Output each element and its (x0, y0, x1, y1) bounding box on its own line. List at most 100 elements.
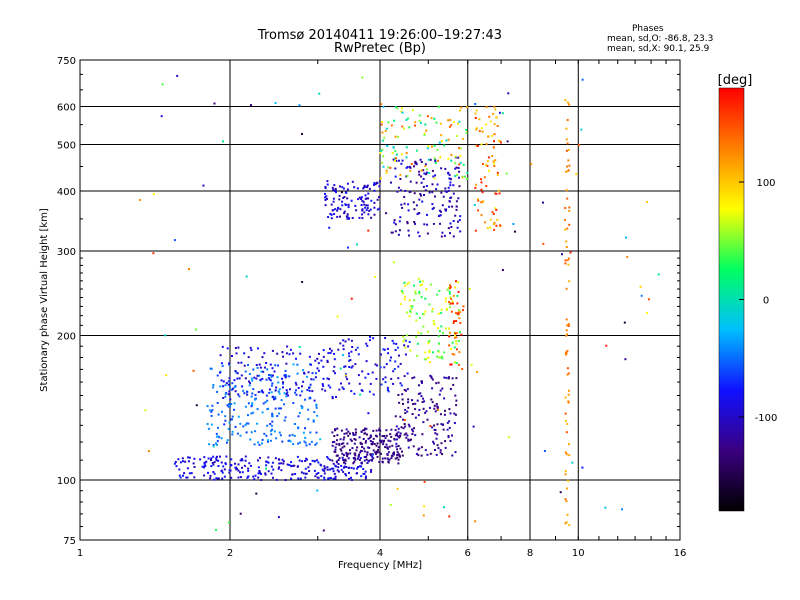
data-point (436, 355, 439, 358)
data-point (293, 464, 296, 467)
data-point (394, 150, 397, 153)
data-point (372, 429, 375, 432)
data-point (315, 406, 318, 409)
data-point (384, 381, 387, 384)
data-point (310, 363, 312, 366)
data-point (420, 169, 423, 172)
data-point (208, 443, 211, 446)
data-point (298, 104, 301, 107)
data-point (406, 434, 409, 437)
data-point (417, 448, 420, 451)
data-point (542, 242, 545, 245)
data-point (266, 439, 269, 442)
data-point (220, 461, 223, 464)
data-point (426, 223, 429, 226)
data-point (243, 364, 246, 367)
data-point (396, 433, 398, 436)
data-point (458, 176, 460, 179)
data-point (386, 144, 389, 147)
data-point (448, 125, 451, 128)
data-point (342, 459, 345, 462)
data-point (222, 397, 225, 399)
data-point (234, 462, 236, 465)
data-point (231, 355, 233, 357)
data-point (261, 438, 264, 441)
data-point (231, 430, 234, 433)
data-point (247, 402, 250, 405)
data-point (580, 128, 583, 131)
data-point (227, 521, 230, 524)
data-point (329, 477, 332, 479)
data-point (457, 313, 460, 316)
data-point (271, 367, 274, 370)
data-point (457, 363, 460, 366)
data-point (271, 412, 274, 415)
data-point (342, 348, 345, 351)
data-point (394, 223, 397, 226)
data-point (568, 164, 571, 167)
data-point (431, 183, 434, 186)
data-point (401, 454, 404, 457)
data-point (416, 399, 419, 402)
data-point (383, 439, 385, 442)
data-point (286, 345, 289, 348)
data-point (335, 191, 337, 194)
data-point (565, 240, 568, 243)
data-point (274, 396, 277, 399)
data-point (451, 302, 454, 305)
data-point (161, 83, 164, 86)
data-point (433, 407, 436, 410)
data-point (364, 441, 367, 444)
data-point (416, 342, 419, 345)
data-point (420, 332, 423, 335)
data-point (267, 376, 270, 379)
data-point (344, 374, 347, 377)
data-point (274, 364, 277, 367)
data-point (365, 427, 368, 430)
data-point (368, 459, 371, 462)
data-point (426, 115, 429, 118)
data-point (456, 174, 459, 176)
data-point (363, 459, 366, 462)
data-point (192, 369, 195, 372)
data-point (423, 358, 426, 361)
data-point (447, 286, 450, 289)
data-point (270, 429, 273, 432)
data-point (341, 386, 344, 389)
data-point (453, 336, 456, 339)
data-point (421, 380, 423, 383)
data-point (493, 105, 496, 108)
data-point (433, 404, 436, 407)
data-point (203, 462, 206, 465)
data-point (604, 506, 607, 509)
data-point (336, 454, 338, 457)
data-point (429, 406, 431, 409)
data-point (372, 437, 375, 440)
data-point (241, 471, 244, 474)
data-point (321, 388, 324, 391)
data-point (444, 190, 447, 193)
data-point (257, 476, 260, 479)
data-point (285, 362, 288, 365)
data-point (250, 104, 252, 107)
data-point (349, 449, 351, 452)
data-point (334, 451, 337, 453)
data-point (324, 204, 327, 207)
data-point (389, 440, 392, 443)
data-point (439, 356, 442, 359)
data-point (369, 335, 371, 338)
data-point (446, 288, 449, 291)
data-point (215, 435, 218, 438)
data-point (395, 438, 398, 441)
data-point (313, 469, 316, 472)
data-point (138, 199, 141, 201)
data-point (379, 366, 382, 369)
data-point (412, 445, 415, 448)
data-point (280, 399, 283, 402)
data-point (457, 290, 460, 293)
data-point (249, 346, 252, 349)
data-point (405, 389, 407, 392)
data-point (438, 393, 441, 396)
data-point (257, 441, 260, 444)
data-point (317, 461, 320, 464)
